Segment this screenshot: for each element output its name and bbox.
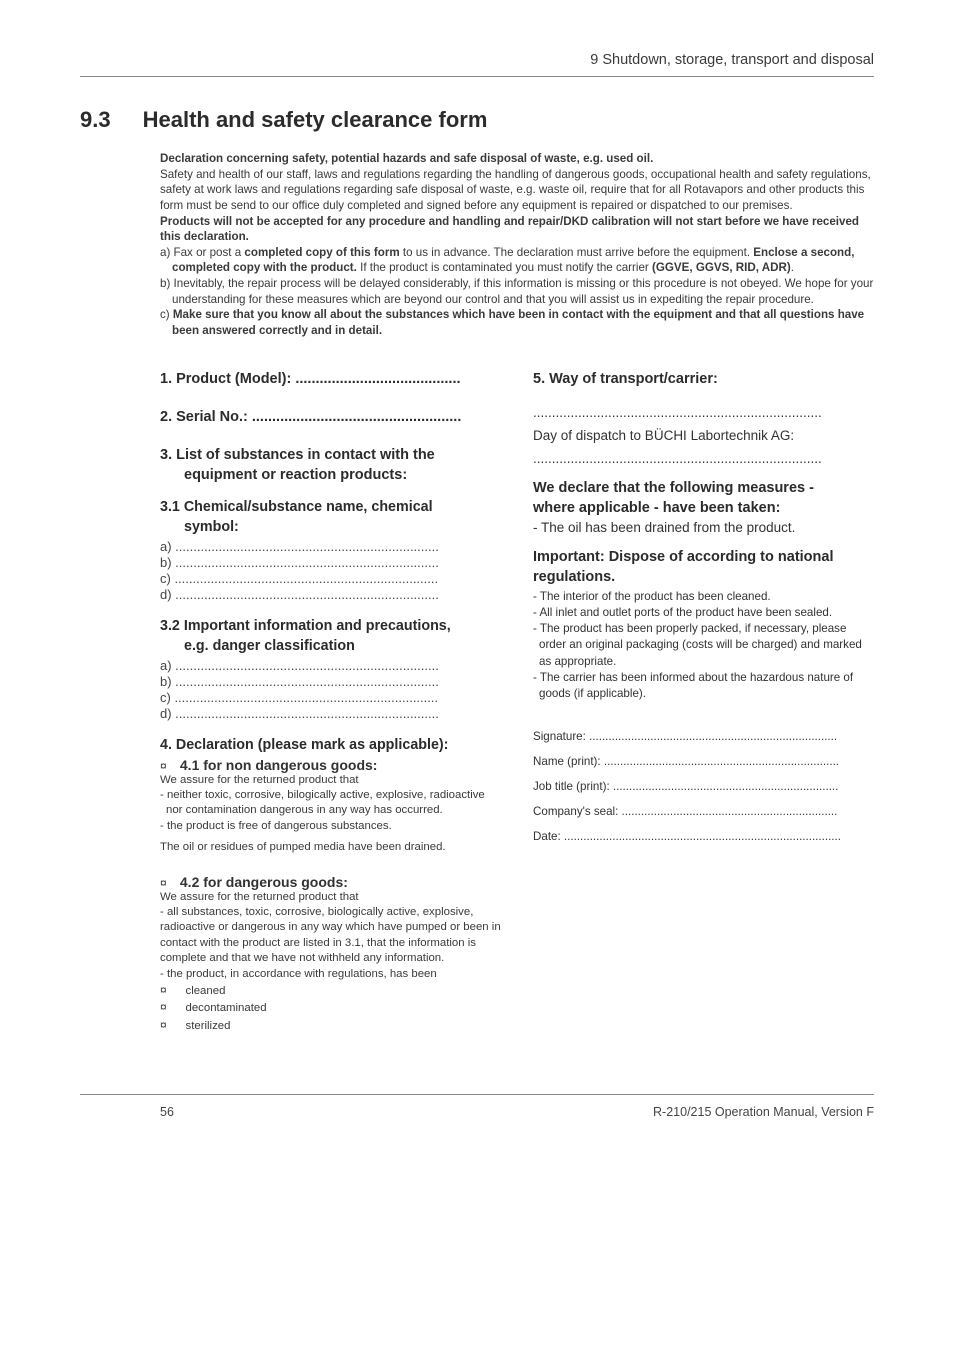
section-heading: 9.3 Health and safety clearance form <box>80 107 874 133</box>
field-substances: 3. List of substances in contact with th… <box>160 447 501 463</box>
oil-41: The oil or residues of pumped media have… <box>160 840 501 855</box>
item-a-pre: a) Fax or post a <box>160 246 244 259</box>
dispatch-line[interactable]: ........................................… <box>533 451 874 466</box>
prec-line-a[interactable]: a) .....................................… <box>160 658 501 673</box>
sig-job[interactable]: Job title (print): .....................… <box>533 780 874 793</box>
page-number: 56 <box>160 1105 174 1119</box>
footer: 56 R-210/215 Operation Manual, Version F <box>80 1094 874 1119</box>
dash-41-1: - neither toxic, corrosive, bilogically … <box>160 788 501 819</box>
field-precautions-2: e.g. danger classification <box>160 638 501 654</box>
chem-line-a[interactable]: a) .....................................… <box>160 539 501 554</box>
label-sterilized: sterilized <box>186 1020 231 1032</box>
item-c-bold: Make sure that you know all about the su… <box>172 308 864 337</box>
item-a-post: If the product is contaminated you must … <box>357 261 652 274</box>
body-42: - all substances, toxic, corrosive, biol… <box>160 905 501 967</box>
field-product: 1. Product (Model): ....................… <box>160 371 501 387</box>
declare-2: where applicable - have been taken: <box>533 500 874 516</box>
dash-41-2: - the product is free of dangerous subst… <box>160 819 501 834</box>
section-number: 9.3 <box>80 107 111 133</box>
dash-r3: - The product has been properly packed, … <box>533 621 874 670</box>
running-head: 9 Shutdown, storage, transport and dispo… <box>80 52 874 68</box>
field-chemical-2: symbol: <box>160 519 501 535</box>
field-transport: 5. Way of transport/carrier: <box>533 371 874 387</box>
field-declaration: 4. Declaration (please mark as applicabl… <box>160 737 501 753</box>
field-chemical: 3.1 Chemical/substance name, chemical <box>160 499 501 515</box>
doc-title: R-210/215 Operation Manual, Version F <box>653 1105 874 1119</box>
label-42: 4.2 for dangerous goods: <box>180 874 348 890</box>
field-serial: 2. Serial No.: .........................… <box>160 409 501 425</box>
label-41: 4.1 for non dangerous goods: <box>180 757 378 773</box>
item-a-mid: to us in advance. The declaration must a… <box>400 246 754 259</box>
rule-bottom <box>80 1094 874 1095</box>
item-a-b1: completed copy of this form <box>244 246 399 259</box>
sig-date[interactable]: Date: ..................................… <box>533 830 874 843</box>
intro-para: Safety and health of our staff, laws and… <box>160 168 871 212</box>
checkbox-41[interactable]: ¤ <box>160 759 176 773</box>
checkbox-sterilized[interactable]: ¤ <box>160 1017 176 1033</box>
important-2: regulations. <box>533 569 874 585</box>
cb-42-row: ¤ 4.2 for dangerous goods: <box>160 874 501 890</box>
chem-line-c[interactable]: c) .....................................… <box>160 571 501 586</box>
dash-r2: - All inlet and outlet ports of the prod… <box>533 605 874 621</box>
item-a-end: . <box>791 261 794 274</box>
important-1: Important: Dispose of according to natio… <box>533 549 874 565</box>
sig-signature[interactable]: Signature: .............................… <box>533 730 874 743</box>
prec-line-d[interactable]: d) .....................................… <box>160 706 501 721</box>
item-a-b3: (GGVE, GGVS, RID, ADR) <box>652 261 791 274</box>
item-c-pre: c) <box>160 308 173 321</box>
intro-42: We assure for the returned product that <box>160 890 501 905</box>
dash-r1: - The interior of the product has been c… <box>533 589 874 605</box>
transport-line[interactable]: ........................................… <box>533 405 874 420</box>
checkbox-cleaned[interactable]: ¤ <box>160 982 176 998</box>
sig-company[interactable]: Company's seal: ........................… <box>533 805 874 818</box>
chem-line-d[interactable]: d) .....................................… <box>160 587 501 602</box>
cb-41-row: ¤ 4.1 for non dangerous goods: <box>160 757 501 773</box>
label-cleaned: cleaned <box>186 985 226 997</box>
checkbox-42[interactable]: ¤ <box>160 876 176 890</box>
intro-heading: Declaration concerning safety, potential… <box>160 152 653 165</box>
chem-line-b[interactable]: b) .....................................… <box>160 555 501 570</box>
day-dispatch: Day of dispatch to BÜCHI Labortechnik AG… <box>533 428 874 443</box>
field-precautions: 3.2 Important information and precaution… <box>160 618 501 634</box>
body-42-d1: - the product, in accordance with regula… <box>160 967 501 982</box>
declare-1: We declare that the following measures - <box>533 480 874 496</box>
item-a: a) Fax or post a completed copy of this … <box>160 246 854 275</box>
intro-block: Declaration concerning safety, potential… <box>160 151 874 339</box>
intro-warning: Products will not be accepted for any pr… <box>160 215 859 244</box>
field-substances-2: equipment or reaction products: <box>160 467 501 483</box>
intro-41: We assure for the returned product that <box>160 773 501 788</box>
section-title: Health and safety clearance form <box>143 107 488 133</box>
right-column: 5. Way of transport/carrier: ...........… <box>533 355 874 1034</box>
prec-line-c[interactable]: c) .....................................… <box>160 690 501 705</box>
prec-line-b[interactable]: b) .....................................… <box>160 674 501 689</box>
item-b: b) Inevitably, the repair process will b… <box>160 277 873 306</box>
label-decontaminated: decontaminated <box>186 1002 267 1014</box>
sig-name[interactable]: Name (print): ..........................… <box>533 755 874 768</box>
item-c: c) Make sure that you know all about the… <box>160 308 864 337</box>
dash-r4: - The carrier has been informed about th… <box>533 670 874 702</box>
checkbox-decontaminated[interactable]: ¤ <box>160 999 176 1015</box>
oil-drained: - The oil has been drained from the prod… <box>533 520 874 535</box>
left-column: 1. Product (Model): ....................… <box>160 355 501 1034</box>
rule-top <box>80 76 874 77</box>
